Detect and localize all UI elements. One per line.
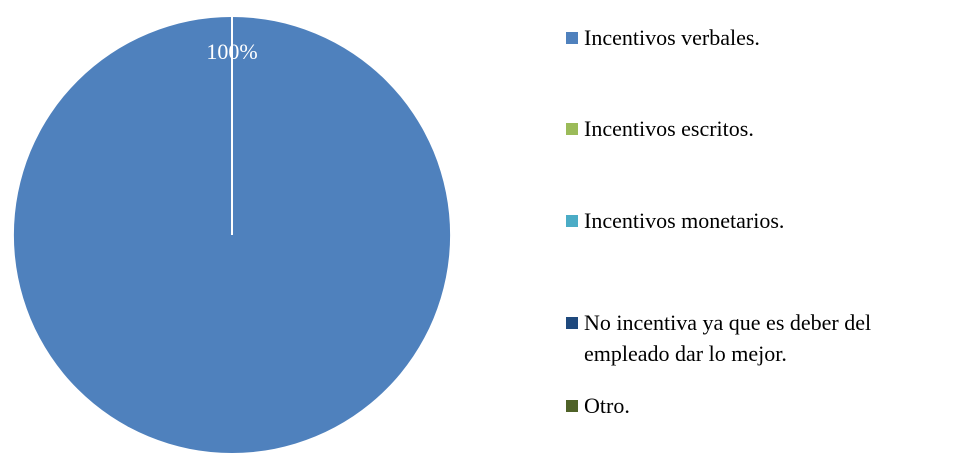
- legend-marker: [566, 32, 578, 44]
- legend-label: Incentivos monetarios.: [584, 208, 785, 233]
- legend-label: Incentivos verbales.: [584, 25, 760, 50]
- legend-label: Incentivos escritos.: [584, 116, 754, 141]
- legend-marker: [566, 400, 578, 412]
- legend-label: No incentiva ya que es deber del emplead…: [584, 310, 872, 366]
- legend-marker: [566, 123, 578, 135]
- legend-item: No incentiva ya que es deber del emplead…: [566, 307, 961, 369]
- legend-item: Incentivos monetarios.: [566, 205, 961, 236]
- legend-marker: [566, 317, 578, 329]
- legend: Incentivos verbales. Incentivos escritos.…: [566, 0, 961, 454]
- legend-item: Otro.: [566, 390, 961, 421]
- legend-item: Incentivos verbales.: [566, 22, 961, 53]
- legend-marker: [566, 215, 578, 227]
- legend-label: Otro.: [584, 393, 630, 418]
- legend-item: Incentivos escritos.: [566, 113, 961, 144]
